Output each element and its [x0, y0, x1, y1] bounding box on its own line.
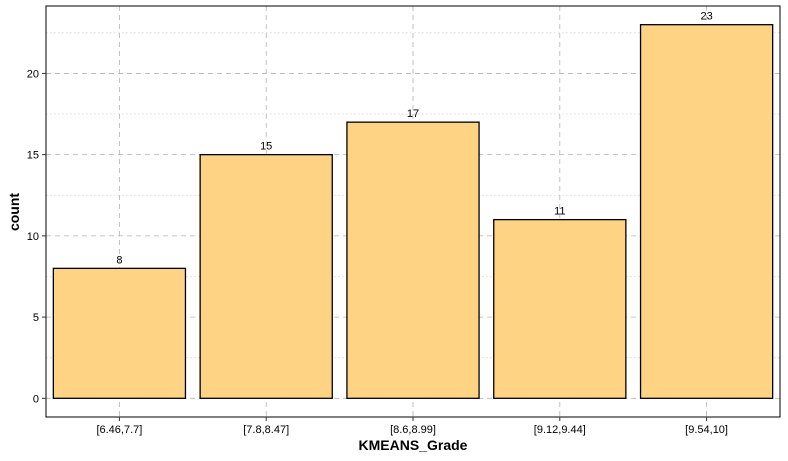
bar-1 — [52, 267, 187, 399]
x-axis: [6.46,7.7] [7.8,8.47] [8.6,8.99] [9.12,9.44… — [96, 417, 728, 436]
bar-5 — [639, 24, 774, 399]
bar-3 — [346, 121, 480, 399]
y-tick-label: 20 — [27, 68, 39, 80]
bars-group — [52, 24, 774, 399]
y-axis: 0 5 10 15 20 — [27, 68, 46, 405]
y-tick-label: 5 — [33, 312, 39, 324]
data-labels-group: 8 15 17 11 23 — [116, 11, 712, 267]
x-tick-label: [6.46,7.7] — [96, 424, 142, 436]
x-tick-label: [9.54,10] — [685, 424, 728, 436]
x-tick-label: [7.8,8.47] — [243, 424, 289, 436]
y-axis-title: count — [6, 193, 22, 231]
bar-4 — [493, 218, 627, 399]
y-tick-label: 15 — [27, 150, 39, 162]
x-tick-label: [9.12,9.44] — [534, 424, 586, 436]
data-label: 23 — [700, 11, 712, 23]
data-label: 17 — [407, 108, 419, 120]
y-tick-label: 10 — [27, 231, 39, 243]
data-label: 11 — [554, 206, 565, 218]
y-tick-label: 0 — [33, 393, 39, 405]
bar-2 — [199, 153, 333, 399]
data-label: 8 — [116, 254, 122, 266]
x-tick-label: [8.6,8.99] — [390, 424, 436, 436]
x-axis-title: KMEANS_Grade — [359, 437, 468, 453]
data-label: 15 — [260, 141, 272, 153]
